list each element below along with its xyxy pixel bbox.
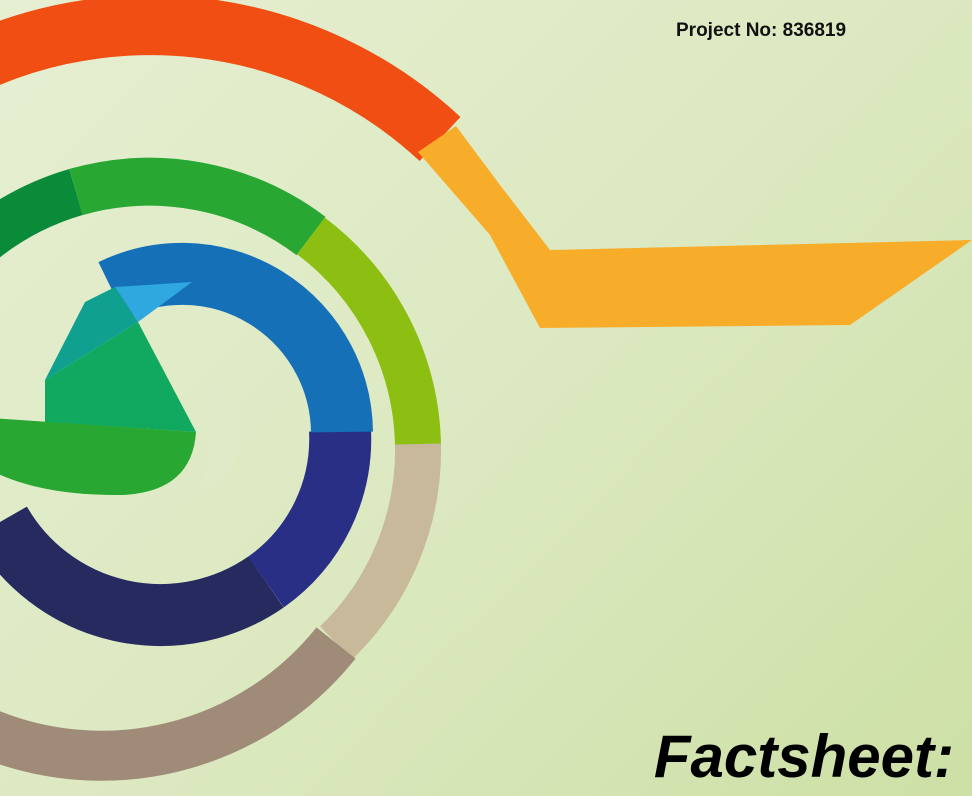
dark-green-arc xyxy=(0,192,76,316)
inner-gap xyxy=(198,378,240,490)
project-number: Project No: 836819 xyxy=(676,20,846,42)
spiral-graphic xyxy=(0,0,972,796)
indigo-arc xyxy=(266,430,340,582)
title: Factsheet: xyxy=(654,722,954,791)
yellow-tail xyxy=(418,126,972,328)
orange-arc xyxy=(0,25,440,139)
navy-arc xyxy=(0,522,266,615)
green-arc xyxy=(76,182,311,236)
cover-page: Project No: 836819 Factsheet: xyxy=(0,0,972,796)
taupe-arc xyxy=(0,643,336,756)
